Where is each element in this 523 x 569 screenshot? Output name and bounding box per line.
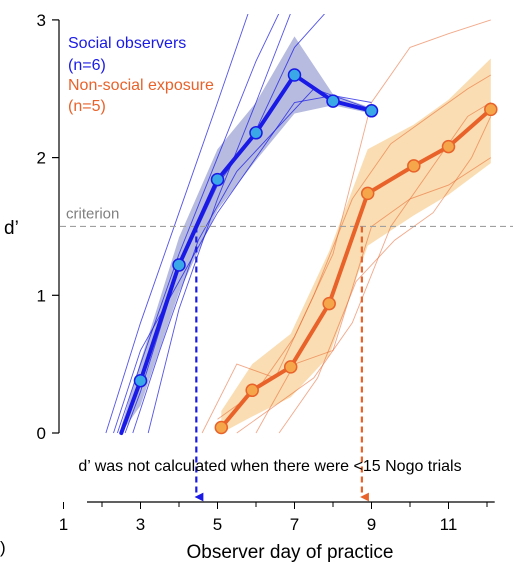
y-axis-label: d’	[4, 218, 19, 239]
nogo-note: d’ was not calculated when there were <1…	[78, 458, 461, 475]
point-nonsocial-4	[322, 296, 336, 311]
y-tick-label-1: 1	[37, 286, 46, 305]
x-tick-label-1: 1	[59, 515, 68, 534]
individual-social-4	[147, 14, 291, 434]
legend-nonsocial-name: Non-social exposure	[68, 77, 214, 94]
point-nonsocial-7	[441, 139, 456, 154]
y-tick-label-0: 0	[37, 424, 46, 443]
legend-social-name: Social observers	[68, 35, 186, 52]
point-social-8	[364, 104, 379, 118]
x-tick-label-7: 7	[290, 515, 299, 534]
point-social-4	[210, 172, 225, 187]
individual-social-1	[105, 14, 249, 434]
criterion-arrows	[194, 226, 369, 502]
y-tick-label-2: 2	[37, 149, 46, 168]
point-nonsocial-2	[245, 383, 259, 398]
point-social-5	[249, 126, 263, 140]
ci-bands	[121, 36, 491, 434]
point-nonsocial-1	[214, 420, 229, 435]
panel-letter: )	[0, 538, 6, 557]
x-axis: 1 3 5 7 9 11	[59, 501, 495, 534]
individual-nonsocial-1	[201, 74, 492, 434]
x-tick-label-3: 3	[136, 515, 145, 534]
criterion-label: criterion	[66, 205, 119, 222]
point-social-3	[172, 258, 186, 272]
point-social-6	[287, 68, 302, 82]
individual-nonsocial-5	[278, 116, 492, 434]
y-tick-label-3: 3	[37, 11, 46, 30]
y-axis: 0 1 2 3	[37, 11, 60, 443]
individual-social-5	[132, 88, 372, 434]
mean-line-social	[119, 73, 374, 435]
x-tick-label-5: 5	[213, 515, 222, 534]
point-nonsocial-3	[283, 360, 298, 374]
band-nonsocial	[221, 58, 491, 433]
point-social-2	[133, 373, 148, 388]
point-nonsocial-5	[360, 186, 375, 201]
x-tick-label-11: 11	[440, 515, 458, 534]
mean-points	[133, 68, 498, 435]
legend-nonsocial-n: (n=5)	[68, 98, 106, 115]
x-axis-label: Observer day of practice	[187, 542, 394, 563]
x-tick-label-9: 9	[367, 515, 376, 534]
point-social-7	[326, 94, 340, 108]
band-social	[121, 36, 372, 434]
legend-social-n: (n=6)	[68, 57, 106, 74]
individual-nonsocial-3	[236, 102, 492, 434]
point-nonsocial-6	[407, 159, 421, 173]
point-nonsocial-8	[484, 102, 498, 117]
